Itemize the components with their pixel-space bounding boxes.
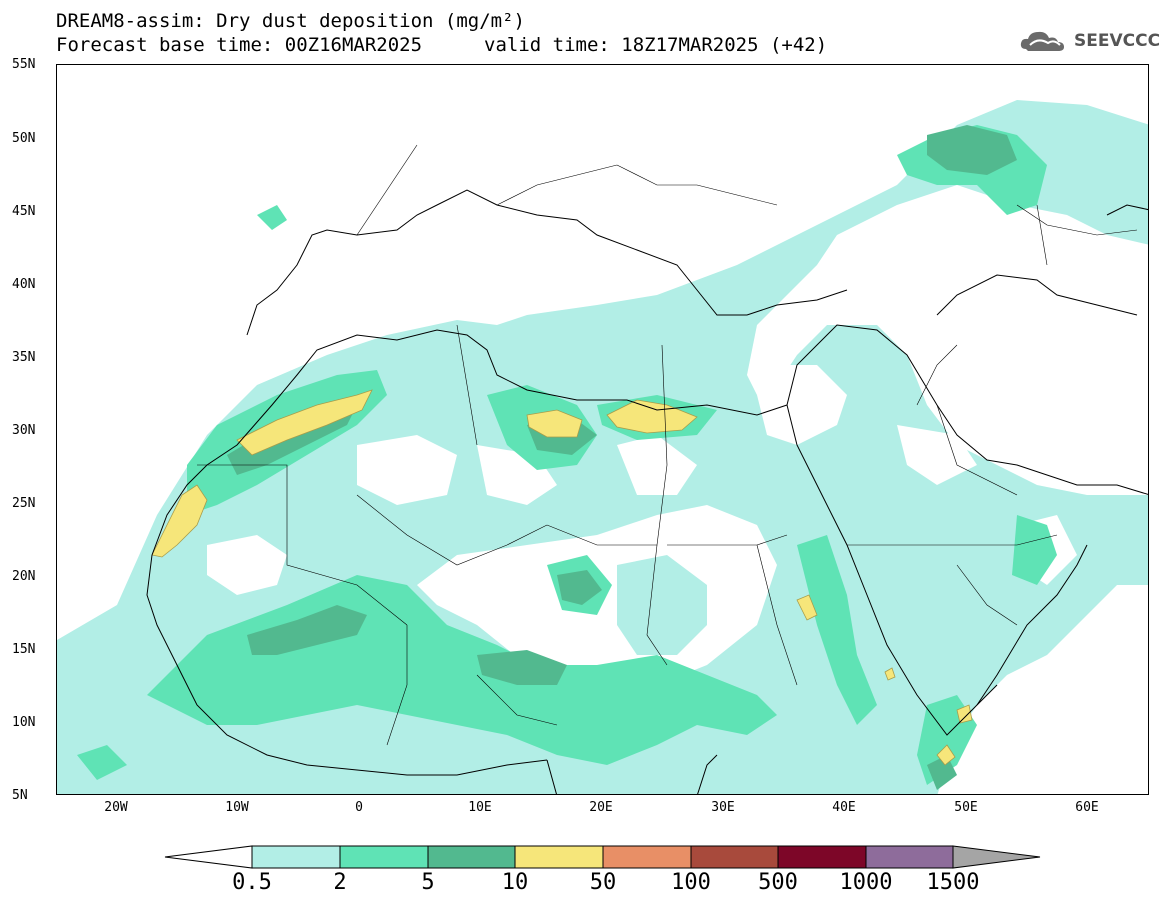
colorbar-label-50: 50 [589, 870, 617, 895]
colorbar-arrow-high [952, 845, 1041, 869]
lat-label-50n: 50N [12, 131, 36, 146]
lat-label-45n: 45N [12, 204, 36, 219]
colorbar-label-1000: 1000 [839, 870, 893, 895]
colorbar-bin-50 [602, 845, 692, 869]
colorbar-bin-1000 [865, 845, 954, 869]
lat-label-5n: 5N [12, 788, 28, 803]
dust-layer-5 [227, 125, 1017, 790]
colorbar-bin-100 [690, 845, 779, 869]
lon-label-10w: 10W [225, 800, 249, 815]
colorbar-label-0-5: 0.5 [232, 870, 272, 895]
country-borders [197, 144, 1138, 746]
forecast-base-time: Forecast base time: 00Z16MAR2025 [56, 34, 423, 56]
colorbar-label-2: 2 [333, 870, 347, 895]
lon-label-50e: 50E [954, 800, 978, 815]
lat-label-10n: 10N [12, 715, 36, 730]
lat-label-15n: 15N [12, 642, 36, 657]
dust-map [57, 100, 1148, 794]
lat-label-55n: 55N [12, 57, 36, 72]
lon-label-0: 0 [355, 800, 363, 815]
lon-label-10e: 10E [468, 800, 492, 815]
lat-label-30n: 30N [12, 423, 36, 438]
lon-label-60e: 60E [1075, 800, 1099, 815]
colorbar-label-500: 500 [758, 870, 798, 895]
lat-label-35n: 35N [12, 350, 36, 365]
map-title: DREAM8-assim: Dry dust deposition (mg/m²… [56, 10, 525, 32]
lon-label-20w: 20W [104, 800, 128, 815]
colorbar-label-5: 5 [421, 870, 435, 895]
seevccc-logo: SEEVCCC [1018, 26, 1160, 56]
lon-label-20e: 20E [589, 800, 613, 815]
lat-label-25n: 25N [12, 496, 36, 511]
lat-label-40n: 40N [12, 277, 36, 292]
colorbar-label-100: 100 [671, 870, 711, 895]
valid-time: valid time: 18Z17MAR2025 (+42) [484, 34, 828, 56]
colorbar-label-10: 10 [501, 870, 529, 895]
lon-label-40e: 40E [832, 800, 856, 815]
lat-label-20n: 20N [12, 569, 36, 584]
colorbar-bin-2 [339, 845, 429, 869]
lon-label-30e: 30E [711, 800, 735, 815]
colorbar [164, 845, 1041, 869]
colorbar-bin-0-5 [251, 845, 341, 869]
colorbar-bin-500 [777, 845, 867, 869]
dust-layer-10 [151, 389, 973, 766]
colorbar-label-1500: 1500 [926, 870, 980, 895]
colorbar-bin-10 [514, 845, 604, 869]
colorbar-arrow-low [164, 845, 253, 869]
logo-text: SEEVCCC [1074, 31, 1161, 51]
map-panel [56, 64, 1149, 795]
colorbar-bin-5 [427, 845, 516, 869]
cloud-logo-icon [1020, 31, 1064, 51]
